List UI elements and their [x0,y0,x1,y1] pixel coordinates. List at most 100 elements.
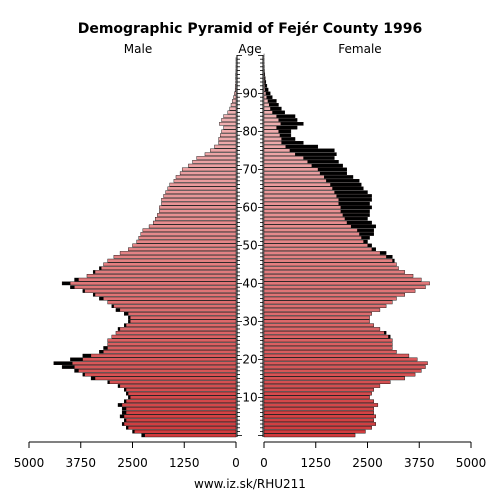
male-excess-age-30 [128,319,131,323]
male-excess-age-7 [122,407,127,411]
male-bar-age-83 [221,118,237,122]
male-bar-age-87 [230,102,237,107]
female-bar-age-35 [263,300,393,305]
female-excess-age-74 [295,152,337,156]
male-excess-age-15 [91,376,96,380]
female-excess-age-73 [303,156,335,160]
female-excess-age-80 [278,129,291,133]
male-bar-age-30 [128,319,237,324]
age-tick-label: 90 [242,86,257,100]
female-excess-age-93 [264,80,266,84]
female-bar-age-10 [263,395,370,400]
female-excess-age-94 [264,76,266,80]
male-excess-age-22 [99,350,104,354]
female-bar-age-5 [263,414,376,419]
male-bar-age-89 [233,95,237,99]
female-excess-age-85 [272,110,285,114]
female-excess-age-69 [319,171,347,175]
female-x-tick-label: 3750 [404,456,435,470]
female-excess-age-86 [270,107,282,111]
male-bar-age-91 [234,87,237,92]
male-bar-age-46 [107,258,237,263]
female-excess-age-27 [384,331,387,335]
female-excess-age-48 [379,251,387,255]
male-bar-age-18 [61,365,237,369]
female-bar-age-13 [263,384,381,388]
male-x-tick-label: 0 [232,456,240,470]
male-x-tick-label: 5000 [14,456,45,470]
female-excess-age-62 [338,198,372,202]
female-excess-age-92 [264,84,267,88]
male-bar-age-19 [53,361,237,366]
male-bar-age-23 [103,346,237,350]
female-bar-age-47 [263,254,393,259]
male-bar-age-79 [220,133,237,138]
female-bar-age-23 [263,346,393,350]
female-bar-age-12 [263,388,374,392]
female-x-tick-label: 0 [260,456,268,470]
male-bar-age-40 [61,281,237,286]
female-bar-age-4 [263,418,374,423]
female-bar-age-16 [263,372,416,377]
age-tick-label: 20 [242,352,257,366]
female-excess-age-71 [311,164,343,168]
male-bar-age-57 [155,216,237,221]
female-excess-age-53 [359,232,374,236]
female-excess-age-64 [334,190,368,194]
female-excess-age-49 [371,247,376,251]
male-excess-age-28 [118,327,121,331]
male-bar-age-1 [132,429,237,434]
male-bar-age-58 [157,213,237,217]
male-excess-age-18 [62,365,75,369]
male-bar-age-48 [119,251,237,255]
female-bar-age-7 [263,407,374,411]
male-excess-age-43 [93,270,96,274]
male-bar-age-47 [113,254,237,259]
male-excess-age-16 [82,373,85,377]
female-label: Female [338,42,381,56]
male-excess-age-38 [82,289,85,293]
male-bar-age-25 [107,338,237,343]
female-bar-age-24 [263,342,393,347]
male-excess-age-11 [126,392,129,396]
female-excess-age-46 [392,259,395,263]
female-excess-age-68 [324,175,354,179]
male-bar-age-29 [124,323,237,328]
male-excess-age-40 [62,281,71,285]
male-bar-age-12 [124,388,237,392]
female-excess-age-79 [279,133,291,137]
female-bar-age-15 [263,376,405,381]
female-excess-age-67 [326,179,360,183]
male-excess-age-23 [103,346,108,350]
female-bar-age-49 [263,247,376,252]
male-excess-age-39 [70,285,75,289]
female-excess-age-77 [281,141,304,145]
female-bar-age-71 [263,163,343,168]
female-bar-age-30 [263,319,370,324]
female-bar-age-27 [263,331,387,335]
male-excess-age-5 [120,414,125,418]
female-excess-age-82 [280,122,304,126]
female-bar-age-32 [263,312,372,316]
male-bar-age-11 [126,391,237,396]
female-bar-age-62 [263,197,372,202]
female-bar-age-26 [263,334,391,339]
male-excess-age-34 [111,304,114,308]
female-bar-age-46 [263,258,395,263]
female-bar-age-11 [263,391,372,396]
male-excess-age-32 [124,312,129,316]
male-excess-age-19 [53,361,73,365]
female-excess-age-65 [332,186,364,190]
female-excess-age-58 [342,213,370,217]
male-label: Male [124,42,152,56]
male-bar-age-5 [119,414,237,419]
male-excess-age-6 [122,411,127,415]
male-bar-age-44 [99,266,237,271]
male-excess-age-36 [99,297,104,301]
male-excess-age-29 [124,323,127,327]
female-excess-age-72 [307,160,339,164]
male-bar-age-32 [124,312,237,316]
male-bar-age-31 [128,315,237,320]
female-bar-age-56 [263,220,372,225]
female-excess-age-47 [386,255,393,259]
